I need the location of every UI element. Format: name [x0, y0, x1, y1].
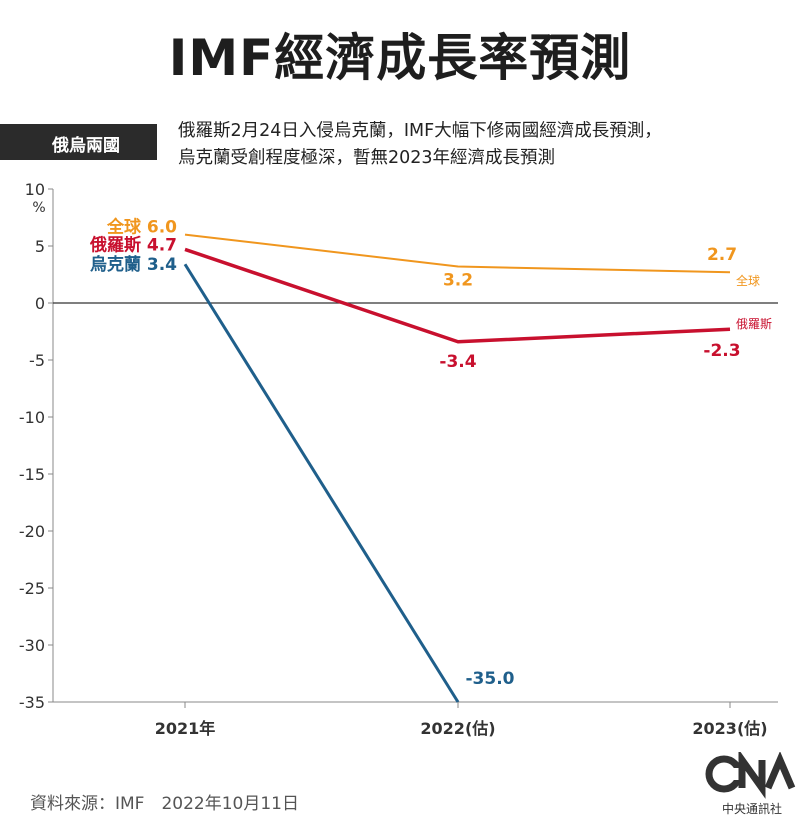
line-chart: 10 5 0 -5 -10 -15 -20 -25 -30 -35% 2021年 2022(估) 202… — [19, 180, 778, 738]
series-end-label: 俄羅斯 — [736, 317, 772, 331]
source-note: 資料來源：IMF 2022年10月11日 — [30, 794, 299, 814]
series-line-3 — [183, 263, 460, 703]
logo-text: 中央通訊社 — [721, 802, 782, 816]
y-tick-label: 10 — [25, 180, 45, 199]
y-tick-label: -15 — [19, 465, 45, 484]
data-label: -35.0 — [466, 669, 515, 689]
data-label: 3.2 — [443, 271, 473, 291]
y-tick-label: -10 — [19, 408, 45, 427]
y-tick-label: -5 — [29, 351, 45, 370]
data-label: 2.7 — [707, 245, 737, 265]
series-line-2 — [184, 247, 731, 344]
series-end-label: 全球 — [736, 273, 760, 288]
series-start-label-3: 烏克蘭 3.4 — [90, 254, 177, 275]
data-label: -2.3 — [703, 341, 740, 361]
y-tick-label: -20 — [19, 522, 45, 541]
series-start-label-1: 全球 6.0 — [106, 217, 177, 238]
subtitle: 俄羅斯2月24日入侵烏克蘭，IMF大幅下修兩國經濟成長預測， 烏克蘭受創程度極深… — [178, 118, 790, 172]
y-tick-label: -35 — [19, 693, 45, 712]
x-tick-label: 2021年 — [155, 719, 216, 738]
y-tick-label: -30 — [19, 636, 45, 655]
cna-logo-icon — [705, 752, 796, 799]
page-title: IMF經濟成長率預測 — [168, 29, 632, 87]
series-start-label-2: 俄羅斯 4.7 — [89, 234, 177, 255]
y-tick-label: -25 — [19, 579, 45, 598]
x-tick-label: 2022(估) — [420, 719, 495, 738]
tag-label: 俄烏兩國 — [52, 136, 120, 156]
subtitle-line-1: 俄羅斯2月24日入侵烏克蘭，IMF大幅下修兩國經濟成長預測， — [178, 121, 662, 141]
data-label: -3.4 — [439, 352, 476, 372]
series-line-1 — [184, 233, 731, 274]
subtitle-line-2: 烏克蘭受創程度極深，暫無2023年經濟成長預測 — [178, 148, 556, 168]
y-tick-label: 5 — [35, 237, 45, 256]
y-axis-unit-label: % — [32, 200, 45, 216]
y-tick-label: 0 — [35, 294, 45, 313]
tag-bar — [0, 124, 157, 160]
x-tick-label: 2023(估) — [692, 719, 767, 738]
